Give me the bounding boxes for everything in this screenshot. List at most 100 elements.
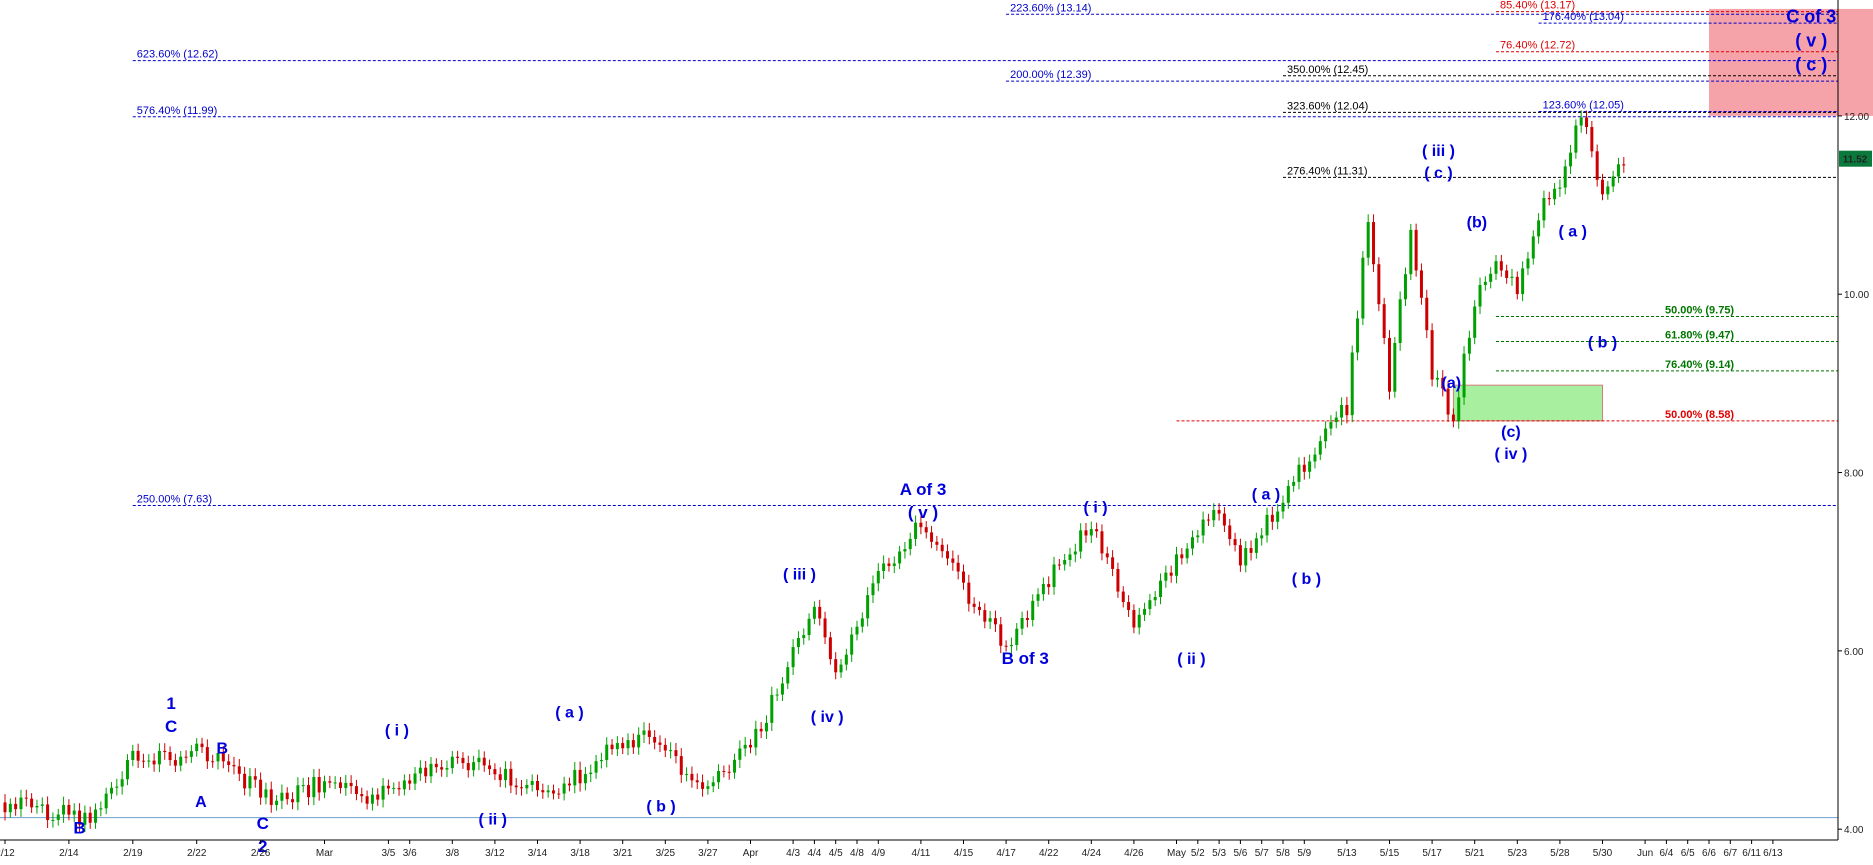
candle-body <box>99 808 103 810</box>
retracement-level-label: 50.00% (8.58) <box>1665 409 1734 421</box>
candle-body <box>1494 261 1498 274</box>
candle-body <box>1473 306 1477 338</box>
x-tick-label: 4/9 <box>871 848 885 859</box>
candle-body <box>541 790 545 793</box>
wave-label: ( iii ) <box>1422 143 1455 160</box>
candle-body <box>594 761 598 773</box>
last-price-badge <box>1839 150 1872 167</box>
candle-body <box>919 522 923 528</box>
candle-body <box>450 756 454 769</box>
candle-body <box>1340 404 1344 418</box>
candle-body <box>988 618 992 622</box>
candle-body <box>14 803 18 810</box>
candle-body <box>323 781 326 793</box>
candle-body <box>1190 537 1194 549</box>
candle-body <box>1563 166 1567 188</box>
x-tick-label: 4/17 <box>996 848 1016 859</box>
candle-body <box>370 794 374 804</box>
candle-body <box>1036 594 1040 601</box>
fib-level-label: 323.60% (12.04) <box>1287 100 1368 112</box>
candle-body <box>1052 564 1056 588</box>
x-tick-label: 5/7 <box>1255 848 1269 859</box>
candle-body <box>573 769 577 786</box>
candle-body <box>855 626 859 635</box>
candle-body <box>775 694 779 696</box>
candle-body <box>866 595 870 619</box>
candle-body <box>706 786 710 789</box>
candle-body <box>349 782 353 787</box>
wave-label: ( b ) <box>646 798 675 815</box>
candle-body <box>440 767 444 770</box>
candle-body <box>1137 614 1141 628</box>
candle-body <box>722 771 726 773</box>
candle-body <box>237 766 241 774</box>
candle-body <box>887 563 891 566</box>
candle-body <box>1579 117 1583 126</box>
x-tick-label: May <box>1167 848 1186 859</box>
candle-body <box>562 783 566 794</box>
candle-body <box>828 637 832 660</box>
candle-body <box>221 753 225 762</box>
candle-body <box>1164 572 1168 581</box>
candle-body <box>754 728 758 748</box>
candle-body <box>365 796 369 804</box>
candle-body <box>163 750 167 753</box>
candle-body <box>1047 584 1051 588</box>
candle-body <box>1457 397 1461 422</box>
candle-body <box>67 804 71 815</box>
candle-body <box>1015 628 1019 645</box>
candle-body <box>621 743 625 749</box>
wave-label: C <box>165 717 177 736</box>
wave-label: C of 3 <box>1786 6 1836 26</box>
candle-body <box>536 780 539 791</box>
x-tick-label: 3/25 <box>656 848 676 859</box>
candle-body <box>514 785 518 788</box>
candle-body <box>291 799 295 803</box>
candle-body <box>1329 422 1333 429</box>
candle-body <box>3 802 7 813</box>
candle-body <box>1409 229 1413 275</box>
candle-body <box>791 647 795 668</box>
candle-body <box>1510 276 1514 278</box>
candle-body <box>216 753 220 762</box>
candle-body <box>408 780 412 784</box>
candle-body <box>1244 548 1248 566</box>
wave-label: B <box>216 740 228 757</box>
candle-body <box>1334 417 1338 423</box>
candle-body <box>1366 222 1370 258</box>
candle-body <box>786 667 790 684</box>
candle-body <box>56 814 60 820</box>
x-tick-label: 3/27 <box>698 848 718 859</box>
candle-body <box>30 798 34 808</box>
candle-body <box>307 785 311 798</box>
candle-body <box>1105 553 1109 558</box>
candle-body <box>1622 164 1626 166</box>
x-tick-label: 3/6 <box>403 848 417 859</box>
candle-body <box>1521 268 1525 295</box>
candle-body <box>1185 548 1189 559</box>
candle-body <box>669 750 673 752</box>
wave-label: C <box>257 814 269 833</box>
candle-body <box>376 794 380 800</box>
candle-body <box>397 787 401 790</box>
wave-label: (c) <box>1501 424 1521 441</box>
candle-body <box>354 786 358 795</box>
wave-label: ( i ) <box>385 723 409 740</box>
candle-body <box>551 790 555 794</box>
candle-body <box>962 571 965 583</box>
candle-body <box>1350 352 1354 416</box>
candle-body <box>977 606 981 611</box>
candle-body <box>1159 580 1163 597</box>
fib-level-label: 200.00% (12.39) <box>1010 69 1091 81</box>
candle-body <box>1553 188 1557 200</box>
x-tick-label: Apr <box>743 848 759 859</box>
candle-body <box>876 571 880 584</box>
candle-body <box>764 722 768 732</box>
candle-body <box>679 756 683 775</box>
candle-body <box>338 782 342 789</box>
candle-body <box>445 768 449 770</box>
x-tick-label: 4/22 <box>1039 848 1059 859</box>
candle-body <box>1489 273 1493 282</box>
candle-body <box>1377 264 1381 305</box>
candle-body <box>46 804 50 821</box>
